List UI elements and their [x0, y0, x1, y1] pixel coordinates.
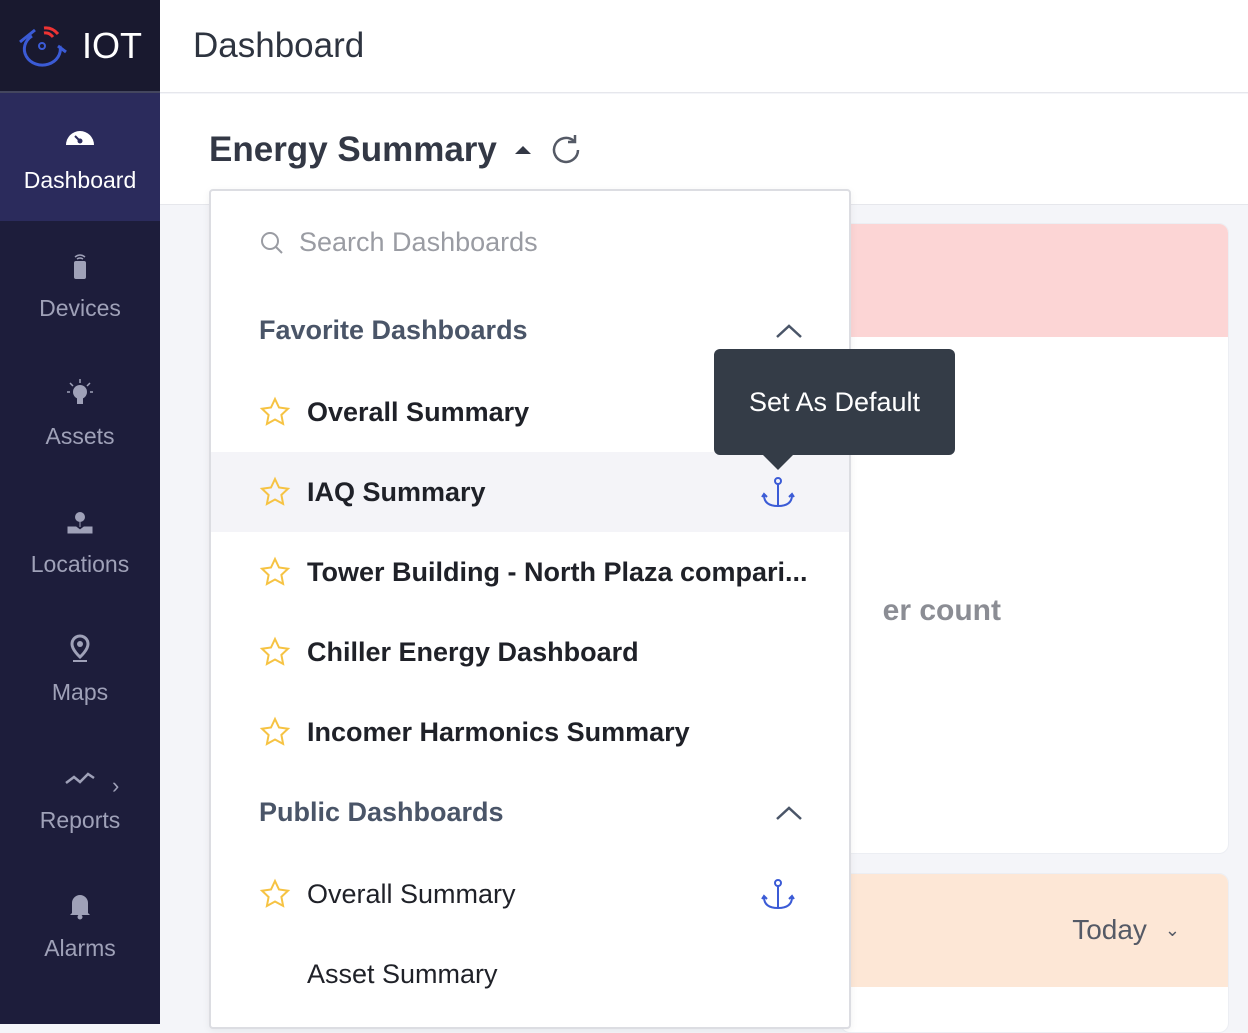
- chevron-right-icon: ›: [112, 773, 120, 798]
- dashboard-item-label: Asset Summary: [307, 958, 498, 989]
- sidebar-item-locations[interactable]: Locations: [0, 477, 160, 605]
- bulb-icon: [67, 378, 93, 404]
- map-pin-icon: [70, 633, 90, 662]
- caret-up-icon: [514, 146, 531, 154]
- logo[interactable]: IOT: [0, 0, 160, 93]
- sidebar: IOT Dashboard Devices Assets Locations M…: [0, 0, 160, 1024]
- widget-card: er count: [840, 223, 1229, 854]
- dashboard-item-label: Overall Summary: [307, 878, 516, 909]
- bell-icon: [70, 894, 90, 919]
- star-icon[interactable]: [259, 878, 291, 910]
- iot-logo-icon: [19, 25, 67, 67]
- dashboard-item-label: Chiller Energy Dashboard: [307, 636, 639, 667]
- sidebar-item-label: Devices: [39, 294, 121, 321]
- device-icon: [74, 253, 86, 279]
- location-icon: [67, 511, 93, 533]
- dashboard-list-item[interactable]: IAQ Summary: [211, 452, 849, 532]
- star-icon[interactable]: [259, 636, 291, 668]
- dashboard-dropdown: Search Dashboards Favorite Dashboards Ov…: [209, 189, 851, 1029]
- public-section-header[interactable]: Public Dashboards: [259, 797, 803, 828]
- sidebar-item-label: Alarms: [44, 934, 116, 961]
- search-input[interactable]: Search Dashboards: [259, 227, 538, 258]
- tooltip: Set As Default: [714, 349, 955, 470]
- star-icon[interactable]: [259, 556, 291, 588]
- dashboard-selector[interactable]: Energy Summary: [209, 130, 531, 170]
- search-placeholder: Search Dashboards: [299, 227, 538, 257]
- dashboard-item-label: Overall Summary: [307, 396, 530, 427]
- section-title: Public Dashboards: [259, 797, 504, 827]
- sidebar-item-assets[interactable]: Assets: [0, 349, 160, 477]
- sidebar-item-label: Assets: [45, 422, 115, 449]
- dashboard-item-label: IAQ Summary: [307, 476, 486, 507]
- refresh-icon[interactable]: [548, 132, 584, 168]
- star-icon[interactable]: [259, 396, 291, 428]
- gauge-icon: [66, 130, 94, 145]
- chevron-down-icon: ⌄: [1164, 919, 1180, 940]
- chevron-up-icon[interactable]: [775, 805, 803, 821]
- page-header: Dashboard: [160, 0, 1248, 93]
- period-select[interactable]: Today ⌄: [1072, 914, 1180, 946]
- star-icon[interactable]: [259, 476, 291, 508]
- logo-text: IOT: [82, 24, 142, 66]
- sidebar-item-alarms[interactable]: Alarms: [0, 861, 160, 989]
- dashboard-list-item[interactable]: Chiller Energy Dashboard: [211, 612, 849, 692]
- star-icon[interactable]: [259, 716, 291, 748]
- widget-card: Today ⌄: [840, 873, 1229, 1033]
- dashboard-item-label: Incomer Harmonics Summary: [307, 716, 690, 747]
- sidebar-item-label: Maps: [51, 678, 109, 705]
- dashboard-name: Energy Summary: [209, 130, 497, 169]
- dashboard-list-item[interactable]: Asset Summary: [211, 934, 849, 1014]
- dashboard-list-item[interactable]: Incomer Harmonics Summary: [211, 692, 849, 772]
- section-title: Favorite Dashboards: [259, 315, 528, 345]
- anchor-icon[interactable]: [761, 878, 795, 912]
- dashboard-list-item[interactable]: Tower Building - North Plaza compari...: [211, 532, 849, 612]
- sidebar-item-dashboard[interactable]: Dashboard: [0, 93, 160, 221]
- dashboard-list-item[interactable]: Overall Summary: [211, 372, 849, 452]
- dashboard-toolbar: Energy Summary: [160, 94, 1248, 205]
- trend-icon: [65, 771, 95, 784]
- page-title: Dashboard: [193, 26, 365, 65]
- favorites-section-header[interactable]: Favorite Dashboards: [259, 315, 803, 346]
- sidebar-item-maps[interactable]: Maps: [0, 605, 160, 733]
- chevron-up-icon[interactable]: [775, 323, 803, 339]
- sidebar-item-devices[interactable]: Devices: [0, 221, 160, 349]
- sidebar-item-label: Dashboard: [23, 166, 137, 193]
- dashboard-item-label: Tower Building - North Plaza compari...: [307, 556, 808, 587]
- card-label: er count: [882, 594, 1001, 627]
- anchor-icon[interactable]: [761, 476, 795, 510]
- sidebar-item-label: Reports: [39, 806, 121, 833]
- dashboard-list-item[interactable]: Overall Summary: [211, 854, 849, 934]
- search-icon: [261, 231, 283, 254]
- sidebar-item-label: Locations: [30, 550, 130, 577]
- sidebar-item-reports[interactable]: › Reports: [0, 733, 160, 861]
- period-label: Today: [1072, 914, 1147, 945]
